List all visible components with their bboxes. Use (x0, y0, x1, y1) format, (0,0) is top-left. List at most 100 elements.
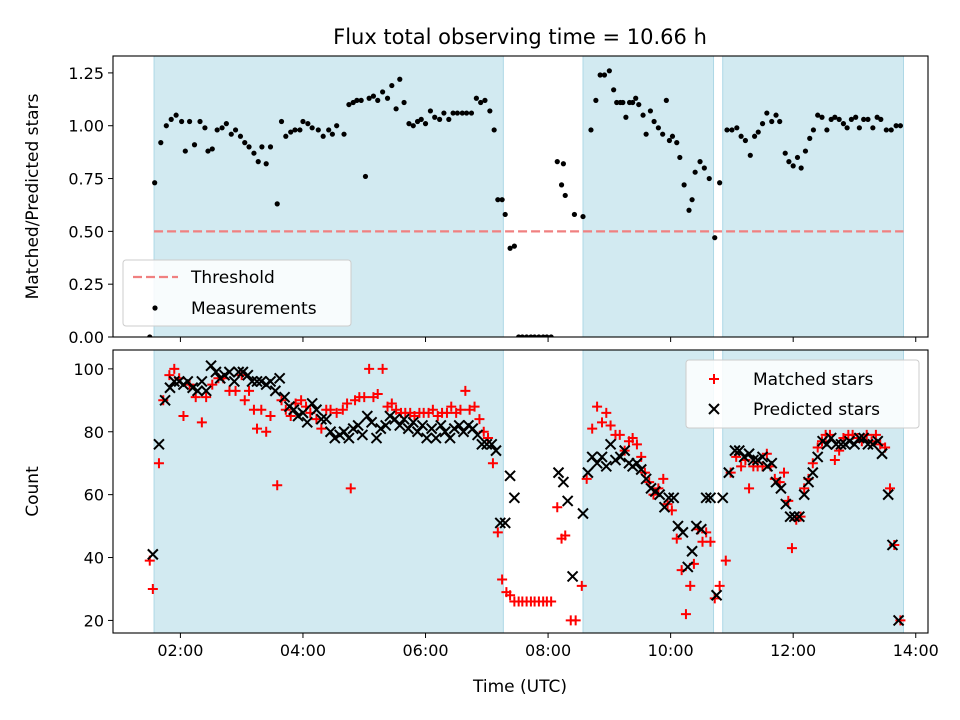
predicted-stars-point (872, 435, 884, 447)
matched-stars-point (705, 536, 716, 547)
predicted-stars-point (421, 432, 433, 444)
matched-stars-point (345, 483, 356, 494)
matched-stars-point (153, 458, 164, 469)
measurement-point (320, 133, 326, 139)
predicted-stars-point (663, 492, 675, 504)
measurement-point (630, 99, 636, 106)
predicted-stars-point (835, 438, 847, 451)
measurement-point (437, 116, 443, 122)
predicted-stars-point (246, 375, 258, 388)
predicted-stars-point (729, 444, 741, 457)
measurement-point (738, 133, 744, 139)
predicted-stars-point (577, 507, 589, 520)
measurement-point (712, 235, 718, 241)
predicted-stars-point (886, 539, 899, 551)
matched-stars-point (560, 530, 571, 541)
x-tick-label: 06:00 (402, 641, 448, 660)
predicted-stars-point (481, 438, 493, 451)
predicted-stars-point (242, 369, 254, 381)
matched-stars-point (581, 473, 592, 484)
legend-measurement-swatch (152, 305, 158, 311)
measurement-point (507, 245, 513, 251)
measurement-point (495, 197, 501, 203)
matched-stars-point (296, 395, 307, 406)
measurement-point (878, 116, 884, 122)
predicted-stars-point (196, 375, 208, 388)
y-tick-label: 1.00 (68, 117, 104, 136)
measurement-point (554, 159, 560, 165)
matched-stars-point (680, 609, 691, 620)
matched-stars-point (427, 404, 438, 415)
predicted-stars-point (297, 407, 309, 419)
measurement-point (734, 125, 740, 131)
predicted-stars-point (159, 394, 171, 407)
measurement-point (389, 82, 395, 89)
predicted-stars-point (857, 432, 870, 444)
predicted-stars-point (582, 466, 594, 479)
matched-stars-point (272, 480, 283, 491)
predicted-stars-point (210, 366, 222, 378)
predicted-stars-point (807, 466, 819, 479)
matched-stars-point (627, 433, 638, 444)
measurement-point (292, 127, 298, 133)
measurement-point (786, 159, 792, 165)
measurement-point (370, 93, 377, 99)
matched-stars-point (158, 395, 169, 406)
measurement-point (502, 211, 508, 218)
y-tick-label: 1.25 (68, 64, 104, 83)
predicted-stars-point (723, 466, 735, 479)
matched-stars-point (587, 423, 598, 434)
measurement-point (669, 133, 676, 139)
predicted-stars-point (635, 463, 647, 476)
measurement-point (309, 125, 315, 131)
measurement-point (548, 334, 554, 337)
y-tick-label: 0.00 (68, 328, 104, 347)
predicted-stars-point (862, 438, 874, 451)
measurement-point (601, 72, 608, 78)
matched-stars-point (244, 385, 255, 396)
measurement-point (633, 95, 639, 101)
predicted-stars-point (658, 501, 671, 513)
measurement-point (278, 118, 285, 125)
observing-window-band (582, 56, 715, 337)
matched-stars-point (147, 583, 158, 594)
measurement-point (152, 180, 158, 186)
predicted-stars-point (273, 372, 286, 385)
matched-stars-point (546, 596, 557, 607)
measurement-point (219, 125, 225, 131)
predicted-stars-point (704, 492, 717, 504)
matched-stars-point (325, 404, 336, 415)
measurement-point (468, 110, 475, 116)
measurement-point (422, 121, 429, 127)
predicted-stars-point (352, 419, 364, 432)
measurement-point (597, 72, 603, 78)
predicted-stars-point (653, 488, 666, 501)
predicted-stars-point (631, 457, 643, 469)
matched-stars-point (207, 379, 218, 390)
matched-stars-point (261, 426, 272, 437)
measurement-point (759, 121, 766, 127)
x-tick-label: 10:00 (648, 641, 694, 660)
predicted-stars-point (892, 614, 905, 627)
measurement-point (511, 243, 517, 249)
measurement-point (191, 142, 198, 148)
predicted-stars-point (425, 422, 438, 435)
measurement-point (406, 121, 412, 127)
predicted-stars-point (490, 444, 502, 457)
y-axis-label: Matched/Predicted stars (23, 93, 43, 299)
predicted-stars-point (853, 432, 866, 444)
matched-stars-point (614, 429, 625, 440)
measurement-point (283, 133, 289, 139)
matched-stars-point (744, 483, 755, 494)
predicted-stars-point (164, 382, 176, 394)
matched-stars-point (786, 543, 797, 554)
predicted-stars-point (494, 517, 506, 529)
matched-stars-point (377, 363, 388, 374)
measurement-point (519, 334, 525, 337)
measurement-point (354, 97, 360, 103)
measurement-point (769, 118, 775, 125)
predicted-stars-point (821, 438, 833, 451)
measurement-point (742, 137, 748, 144)
predicted-stars-point (793, 510, 806, 523)
y-tick-label: 80 (84, 423, 104, 442)
